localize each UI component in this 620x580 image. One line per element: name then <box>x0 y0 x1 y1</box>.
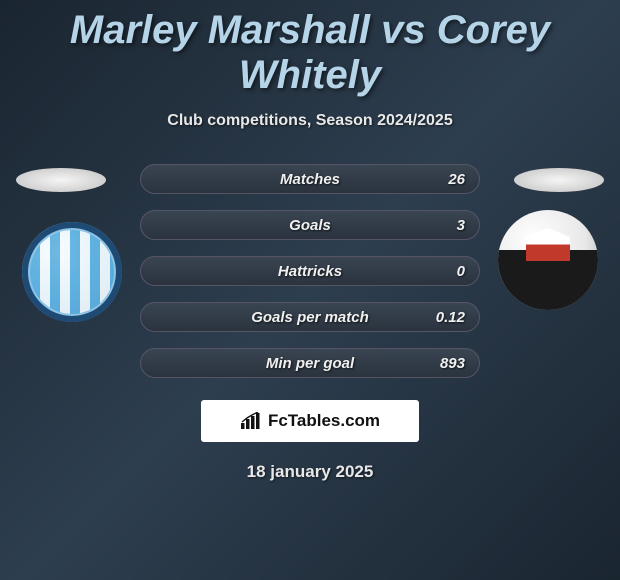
stat-row-matches: Matches 26 <box>140 164 480 194</box>
stat-value-right: 0 <box>457 263 465 280</box>
stat-label: Matches <box>141 171 479 188</box>
bar-chart-icon <box>240 412 262 430</box>
stat-label: Hattricks <box>141 263 479 280</box>
page-title: Marley Marshall vs Corey Whitely <box>0 0 620 98</box>
stat-row-goals: Goals 3 <box>140 210 480 240</box>
stat-label: Min per goal <box>141 355 479 372</box>
brand-text: FcTables.com <box>268 411 380 431</box>
stat-bars: Matches 26 Goals 3 Hattricks 0 Goals per… <box>140 164 480 378</box>
stat-value-right: 893 <box>440 355 465 372</box>
right-club-badge-icon <box>498 210 598 310</box>
stat-value-right: 0.12 <box>436 309 465 326</box>
left-club-badge-icon <box>22 222 122 322</box>
right-player-ellipse <box>514 168 604 192</box>
comparison-content: Matches 26 Goals 3 Hattricks 0 Goals per… <box>0 164 620 482</box>
date-text: 18 january 2025 <box>0 462 620 482</box>
stat-row-goals-per-match: Goals per match 0.12 <box>140 302 480 332</box>
brand-box: FcTables.com <box>201 400 419 442</box>
stat-label: Goals <box>141 217 479 234</box>
page-subtitle: Club competitions, Season 2024/2025 <box>0 112 620 130</box>
stat-row-hattricks: Hattricks 0 <box>140 256 480 286</box>
stat-row-min-per-goal: Min per goal 893 <box>140 348 480 378</box>
stat-label: Goals per match <box>141 309 479 326</box>
stat-value-right: 26 <box>448 171 465 188</box>
stat-value-right: 3 <box>457 217 465 234</box>
left-player-ellipse <box>16 168 106 192</box>
